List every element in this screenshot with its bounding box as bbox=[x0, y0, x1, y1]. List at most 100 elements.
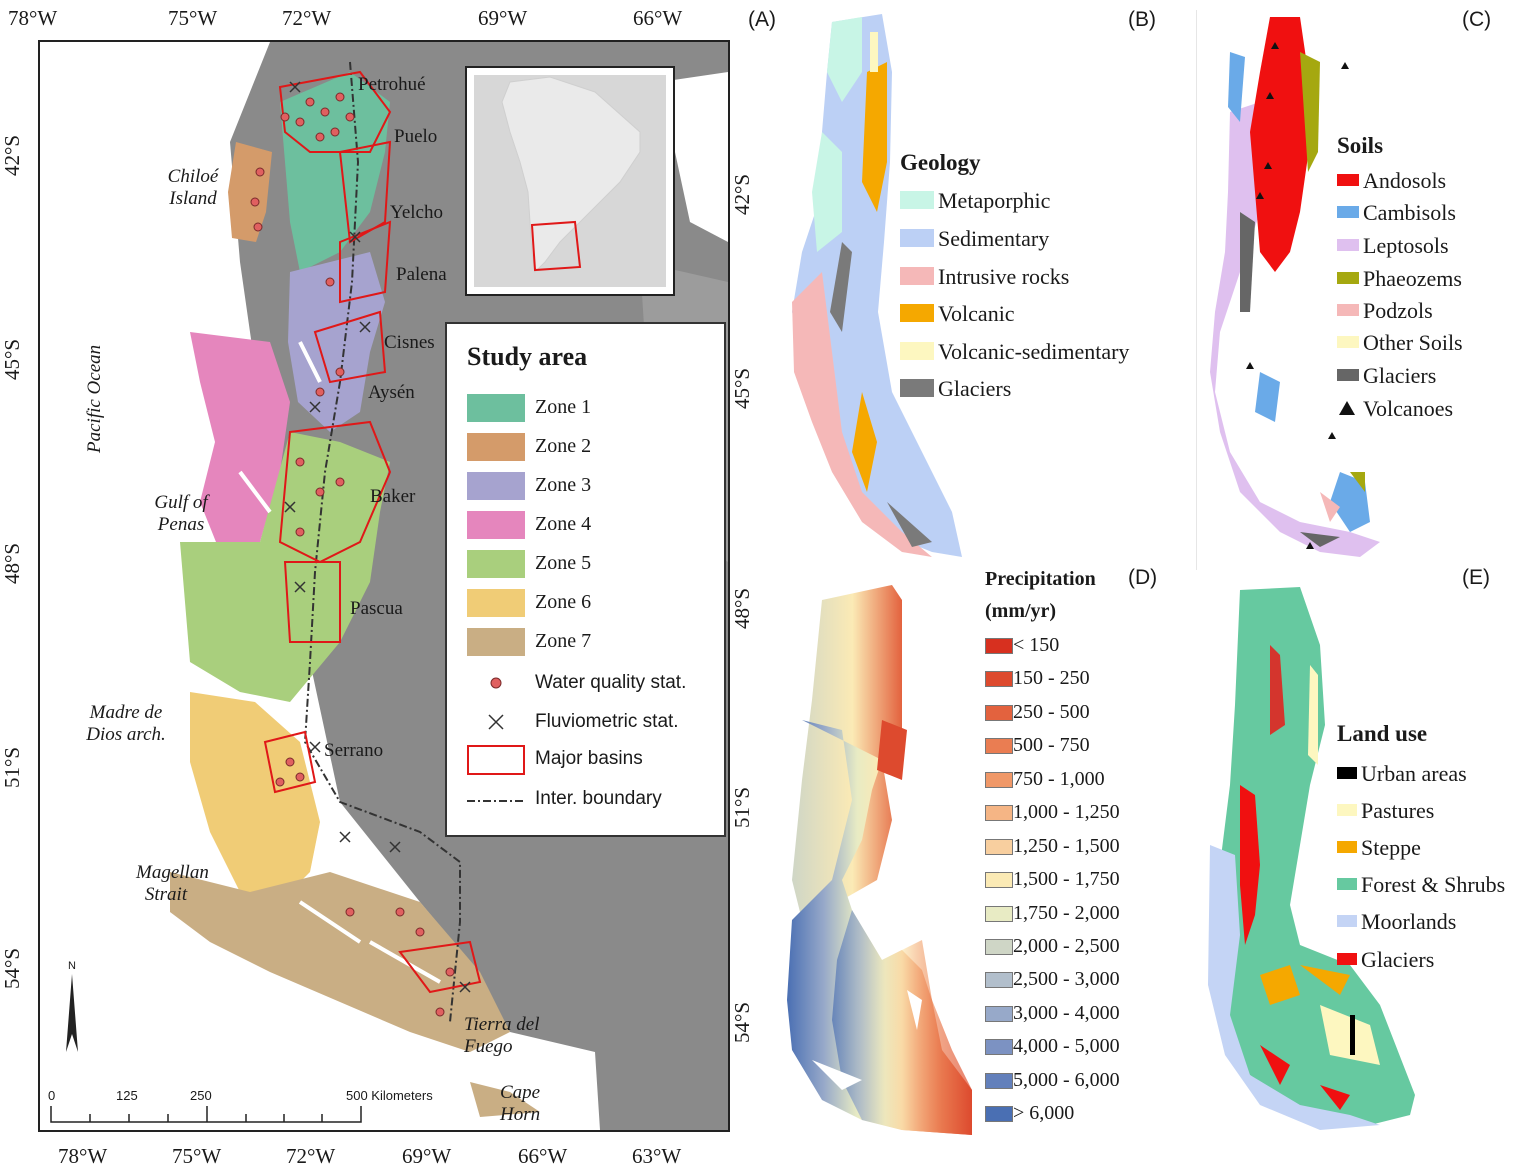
legend-label: Phaeozems bbox=[1363, 266, 1462, 291]
panel-letter-d: (D) bbox=[1128, 566, 1158, 589]
scale-tick-label: 500 Kilometers bbox=[346, 1088, 433, 1103]
legend-swatch bbox=[985, 939, 1013, 955]
legend-label: Steppe bbox=[1361, 835, 1421, 860]
zone-label: Zone 2 bbox=[535, 435, 592, 457]
lat-label: 45°S bbox=[730, 367, 755, 410]
precipitation-legend-title: Precipitation bbox=[985, 568, 1096, 590]
legend-label: 250 - 500 bbox=[1013, 701, 1090, 723]
precipitation-map bbox=[787, 585, 972, 1135]
legend-swatch bbox=[1337, 174, 1359, 186]
study-area-map-graphic bbox=[40, 42, 728, 1130]
place-label-cape-horn: Cape Horn bbox=[500, 1082, 541, 1125]
legend-label: 750 - 1,000 bbox=[1013, 768, 1105, 790]
legend-label: Glaciers bbox=[1363, 363, 1437, 388]
lat-label: 45°S bbox=[0, 338, 25, 381]
legend-label: 4,000 - 5,000 bbox=[1013, 1035, 1120, 1057]
study-area-legend: Study area Zone 1 Zone 2 Zone 3 Zone 4 Z… bbox=[445, 322, 726, 837]
place-label-madre-de-dios: Madre de Dios arch. bbox=[86, 702, 166, 745]
legend-label: Podzols bbox=[1363, 298, 1433, 323]
legend-label: Cambisols bbox=[1363, 200, 1456, 225]
zone-swatch bbox=[467, 511, 525, 539]
scale-tick-label: 0 bbox=[48, 1088, 56, 1103]
water-quality-station-icon bbox=[490, 677, 502, 689]
legend-swatch bbox=[1337, 206, 1359, 218]
lon-label-bottom: 72°W bbox=[286, 1144, 336, 1168]
lat-label: 51°S bbox=[0, 746, 25, 789]
north-arrow-label: N bbox=[68, 960, 76, 972]
place-label-pacific-ocean: Pacific Ocean bbox=[84, 344, 105, 453]
legend-symbol-label: Major basins bbox=[535, 748, 643, 769]
lat-label: 51°S bbox=[730, 786, 755, 829]
legend-label: 5,000 - 6,000 bbox=[1013, 1069, 1120, 1091]
basin-label-cisnes: Cisnes bbox=[384, 332, 435, 353]
land-use-legend-title: Land use bbox=[1337, 721, 1428, 746]
lon-label-bottom: 63°W bbox=[632, 1144, 682, 1168]
legend-label: Other Soils bbox=[1363, 330, 1463, 355]
basin-label-pascua: Pascua bbox=[350, 598, 403, 619]
lon-label-bottom: 69°W bbox=[402, 1144, 452, 1168]
legend-swatch bbox=[1337, 878, 1357, 890]
zone-label: Zone 4 bbox=[535, 513, 592, 535]
legend-label: 1,250 - 1,500 bbox=[1013, 835, 1120, 857]
lat-label: 54°S bbox=[730, 1001, 755, 1044]
basin-label-yelcho: Yelcho bbox=[390, 202, 443, 223]
legend-swatch bbox=[900, 267, 934, 285]
panel-letter-c: (C) bbox=[1462, 8, 1492, 31]
legend-swatch bbox=[1337, 841, 1357, 853]
legend-swatch bbox=[985, 705, 1013, 721]
legend-swatch bbox=[1337, 239, 1359, 251]
zone-swatch bbox=[467, 550, 525, 578]
legend-label: 1,500 - 1,750 bbox=[1013, 868, 1120, 890]
zone-swatch bbox=[467, 433, 525, 461]
legend-swatch bbox=[985, 671, 1013, 687]
geology-map bbox=[792, 14, 962, 557]
legend-label: 3,000 - 4,000 bbox=[1013, 1002, 1120, 1024]
legend-swatch bbox=[1337, 804, 1357, 816]
legend-symbol-label: Inter. boundary bbox=[535, 788, 662, 809]
legend-label: 2,500 - 3,000 bbox=[1013, 968, 1120, 990]
legend-symbol-label: Water quality stat. bbox=[535, 672, 687, 693]
legend-label: Metaporphic bbox=[938, 188, 1051, 213]
legend-label: Pastures bbox=[1361, 798, 1435, 823]
legend-label: 150 - 250 bbox=[1013, 667, 1090, 689]
zone-swatch bbox=[467, 628, 525, 656]
legend-swatch bbox=[1337, 915, 1357, 927]
legend-label: Glaciers bbox=[938, 376, 1012, 401]
lat-label: 42°S bbox=[0, 134, 25, 177]
legend-label: Intrusive rocks bbox=[938, 264, 1070, 289]
land-use-map bbox=[1208, 587, 1415, 1130]
basin-label-serrano: Serrano bbox=[324, 740, 384, 761]
legend-swatch bbox=[985, 1073, 1013, 1089]
legend-label: Volcanic bbox=[938, 301, 1015, 326]
legend-swatch bbox=[900, 229, 934, 247]
legend-swatch bbox=[1337, 272, 1359, 284]
legend-title: Study area bbox=[467, 342, 588, 371]
zone-swatch bbox=[467, 589, 525, 617]
panel-divider bbox=[1196, 10, 1197, 570]
zone-label: Zone 6 bbox=[535, 591, 592, 613]
legend-label: 1,750 - 2,000 bbox=[1013, 902, 1120, 924]
basin-label-puelo: Puelo bbox=[394, 126, 438, 147]
study-area-map: Chiloé Island Pacific Ocean Gulf of Pena… bbox=[38, 40, 730, 1132]
legend-swatch bbox=[900, 304, 934, 322]
lon-label-bottom: 75°W bbox=[172, 1144, 222, 1168]
legend-label: Glaciers bbox=[1361, 947, 1435, 972]
scale-tick-label: 250 bbox=[190, 1088, 212, 1103]
north-arrow-icon bbox=[66, 974, 78, 1052]
legend-label: Andosols bbox=[1363, 168, 1447, 193]
geology-legend-title: Geology bbox=[900, 150, 981, 175]
lat-label: 54°S bbox=[0, 947, 25, 990]
panel-letter-a: (A) bbox=[748, 8, 776, 31]
legend-swatch bbox=[900, 191, 934, 209]
soils-legend-title: Soils bbox=[1337, 133, 1384, 158]
legend-label: 500 - 750 bbox=[1013, 734, 1090, 756]
precipitation-legend-unit: (mm/yr) bbox=[985, 600, 1057, 622]
soils-map bbox=[1210, 17, 1380, 557]
place-label-magellan-strait: Magellan Strait bbox=[136, 862, 209, 905]
basin-label-aysen: Aysén bbox=[368, 382, 415, 403]
legend-swatch bbox=[985, 839, 1013, 855]
lon-label-bottom: 78°W bbox=[58, 1144, 108, 1168]
legend-label: < 150 bbox=[1013, 634, 1060, 656]
fluviometric-station-icon bbox=[488, 714, 504, 730]
place-label-tierra-del-fuego: Tierra del Fuego bbox=[464, 1014, 540, 1057]
